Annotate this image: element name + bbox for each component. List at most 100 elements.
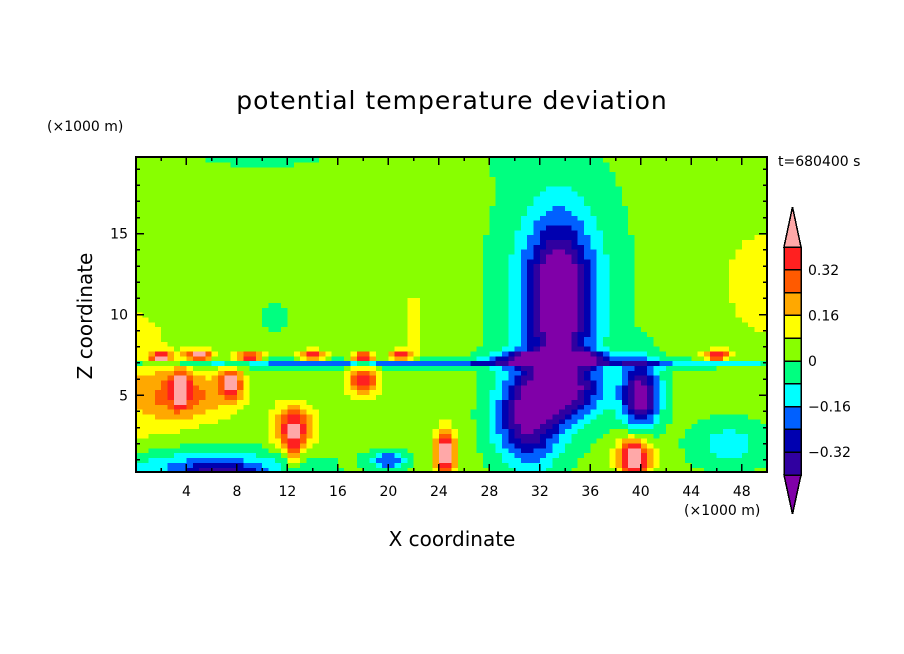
contour-cell <box>363 220 371 226</box>
contour-cell <box>401 462 408 468</box>
contour-cell <box>218 210 225 216</box>
contour-cell <box>306 447 314 454</box>
contour-cell <box>533 360 541 366</box>
contour-cell <box>142 186 150 192</box>
contour-cell <box>356 360 364 366</box>
contour-cell <box>388 438 396 444</box>
contour-cell <box>192 384 200 391</box>
contour-cell <box>186 452 194 459</box>
contour-cell <box>552 399 560 405</box>
contour-cell <box>344 370 352 376</box>
contour-cell <box>407 205 415 211</box>
contour-cell <box>344 457 352 463</box>
contour-cell <box>274 176 282 182</box>
contour-cell <box>596 278 604 284</box>
contour-cell <box>514 346 522 352</box>
contour-cell <box>262 394 270 400</box>
contour-cell <box>508 316 516 323</box>
contour-cell <box>306 215 314 221</box>
contour-cell <box>438 375 446 381</box>
contour-cell <box>205 341 213 347</box>
contour-cell <box>243 341 251 347</box>
contour-cell <box>558 229 566 236</box>
contour-cell <box>584 312 591 318</box>
contour-cell <box>293 379 301 386</box>
contour-cell <box>363 205 371 211</box>
contour-cell <box>401 302 408 308</box>
contour-cell <box>382 253 389 260</box>
contour-cell <box>262 384 270 391</box>
contour-cell <box>495 210 503 216</box>
contour-cell <box>192 190 200 197</box>
contour-cell <box>438 452 446 459</box>
contour-cell <box>489 297 497 303</box>
contour-cell <box>432 350 440 357</box>
contour-cell <box>306 452 314 459</box>
contour-cell <box>457 283 465 289</box>
contour-cell <box>192 331 200 337</box>
contour-cell <box>262 413 270 420</box>
contour-cell <box>192 409 200 415</box>
contour-cell <box>142 428 150 434</box>
contour-cell <box>154 200 162 207</box>
contour-cell <box>300 438 307 444</box>
contour-cell <box>558 438 566 444</box>
contour-cell <box>470 360 478 366</box>
contour-cell <box>312 166 320 173</box>
contour-cell <box>268 307 276 313</box>
contour-cell <box>602 205 610 211</box>
contour-cell <box>300 195 307 202</box>
contour-cell <box>495 316 503 323</box>
contour-cell <box>419 278 427 284</box>
contour-cell <box>426 394 434 400</box>
contour-cell <box>520 268 528 274</box>
contour-cell <box>609 249 617 255</box>
contour-cell <box>243 379 251 386</box>
contour-cell <box>401 341 408 347</box>
contour-cell <box>205 360 213 366</box>
contour-cell <box>262 312 270 318</box>
contour-cell <box>363 273 371 279</box>
contour-cell <box>520 244 528 250</box>
contour-cell <box>306 404 314 410</box>
contour-cell <box>192 316 200 323</box>
contour-cell <box>445 224 453 231</box>
contour-cell <box>167 316 175 323</box>
contour-cell <box>230 268 238 274</box>
contour-cell <box>363 423 371 429</box>
contour-cell <box>154 321 162 328</box>
contour-cell <box>514 186 522 192</box>
contour-cell <box>268 283 276 289</box>
contour-cell <box>476 326 484 333</box>
contour-cell <box>318 195 326 202</box>
contour-cell <box>413 336 421 342</box>
contour-cell <box>318 215 326 221</box>
contour-cell <box>205 389 213 396</box>
contour-cell <box>369 273 377 279</box>
contour-cell <box>584 205 591 211</box>
contour-cell <box>173 224 181 231</box>
contour-cell <box>533 200 541 207</box>
contour-cell <box>199 273 207 279</box>
contour-cell <box>565 287 572 294</box>
contour-cell <box>344 346 352 352</box>
contour-cell <box>407 157 415 163</box>
contour-cell <box>192 399 200 405</box>
contour-cell <box>224 404 232 410</box>
contour-cell <box>249 244 257 250</box>
contour-cell <box>300 244 307 250</box>
contour-cell <box>546 336 554 342</box>
contour-cell <box>262 273 270 279</box>
contour-cell <box>375 302 383 308</box>
contour-cell <box>249 384 257 391</box>
contour-cell <box>243 336 251 342</box>
contour-cell <box>602 438 610 444</box>
contour-cell <box>136 157 143 163</box>
contour-cell <box>230 438 238 444</box>
contour-cell <box>363 428 371 434</box>
contour-cell <box>243 287 251 294</box>
contour-cell <box>154 171 162 177</box>
contour-cell <box>350 413 358 420</box>
contour-cell <box>470 292 478 299</box>
contour-cell <box>520 433 528 439</box>
